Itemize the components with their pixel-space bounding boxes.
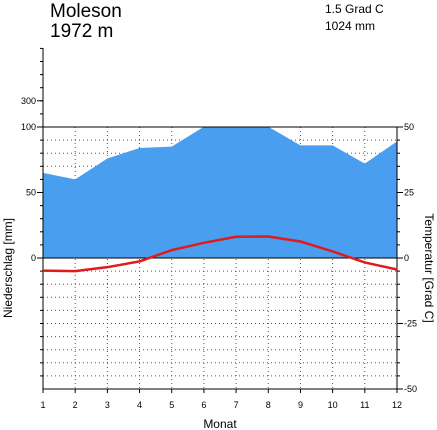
x-tick-label: 8 (266, 400, 271, 410)
temperature-point (170, 249, 173, 251)
temperature-point (203, 242, 205, 244)
temperature-line-group (42, 235, 398, 273)
x-tick-label: 2 (73, 400, 78, 410)
upper-cover (43, 48, 397, 127)
temp-tick-label: -25 (404, 319, 417, 329)
temp-tick-label: 0 (404, 253, 409, 263)
x-tick-label: 9 (298, 400, 303, 410)
x-axis-title: Monat (203, 417, 237, 430)
temperature-point (235, 235, 237, 238)
left-axis-title: Niederschlag [mm] (1, 218, 15, 318)
temperature-point (267, 235, 270, 238)
annual-precipitation: 1024 mm (325, 19, 376, 33)
precip-tick-label: 300 (21, 96, 36, 106)
station-altitude: 1972 m (50, 21, 114, 42)
x-tick-label: 1 (40, 400, 45, 410)
temperature-point (364, 261, 366, 264)
station-name: Moleson (50, 1, 122, 22)
x-tick-label: 6 (201, 400, 206, 410)
temperature-point (331, 250, 334, 253)
temp-tick-label: 25 (404, 188, 414, 198)
temperature-point (74, 270, 76, 272)
precip-tick-label: 100 (21, 122, 36, 132)
x-tick-label: 5 (169, 400, 174, 410)
precip-tick-label: 0 (31, 253, 36, 263)
temperature-point (106, 266, 109, 268)
x-tick-label: 3 (105, 400, 110, 410)
x-tick-label: 7 (234, 400, 239, 410)
right-axis-title: Temperatur [Grad C] (422, 213, 436, 322)
precipitation-area-group (43, 48, 397, 258)
temperature-point (299, 240, 302, 243)
temp-tick-label: 50 (404, 122, 414, 132)
mean-temperature: 1.5 Grad C (325, 2, 384, 16)
temperature-line (42, 235, 398, 273)
x-tick-label: 11 (360, 400, 369, 410)
x-tick-label: 4 (137, 400, 142, 410)
x-tick-label: 10 (328, 400, 338, 410)
temperature-point (138, 260, 141, 263)
temperature-point (396, 268, 398, 271)
x-tick-label: 12 (392, 400, 402, 410)
axes: 1 2 3 4 5 6 7 8 9 10 11 12Monat05010030050250-25-50… (1, 47, 436, 430)
precip-tick-label: 50 (26, 188, 36, 198)
temp-tick-label: -50 (404, 384, 417, 394)
precipitation-area (43, 125, 397, 258)
